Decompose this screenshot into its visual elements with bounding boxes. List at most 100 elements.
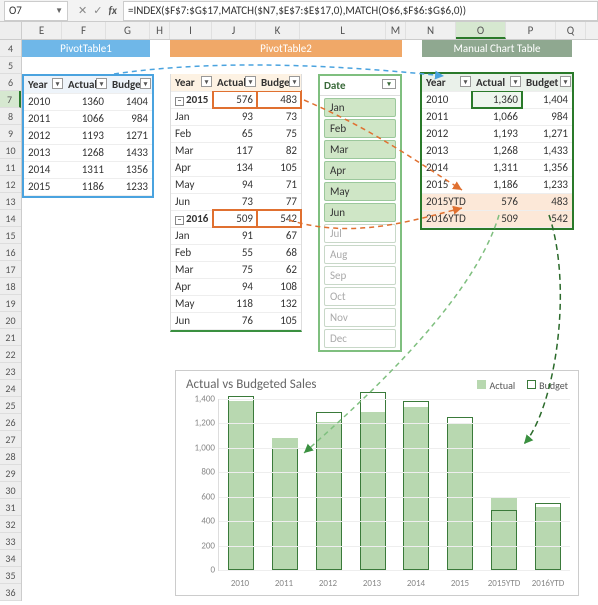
- column-budget[interactable]: Budget▾: [257, 74, 301, 91]
- column-header-P[interactable]: P: [506, 22, 556, 39]
- collapse-icon[interactable]: −: [175, 216, 184, 225]
- name-box[interactable]: O7 ▼: [4, 1, 68, 21]
- date-slicer[interactable]: Date ▾ JanFebMarAprMayJunJulAugSepOctNov…: [318, 74, 402, 352]
- table-row[interactable]: Feb6575: [171, 125, 301, 142]
- slicer-item-feb[interactable]: Feb: [324, 119, 396, 138]
- column-actual[interactable]: Actual▾: [64, 76, 108, 93]
- table-row[interactable]: 20141,3111,356: [422, 159, 572, 176]
- column-actual[interactable]: Actual▾: [472, 74, 522, 91]
- table-row[interactable]: 201211931271: [24, 127, 152, 144]
- row-header-13[interactable]: 13: [0, 193, 21, 210]
- row-header-9[interactable]: 9: [0, 125, 21, 142]
- table-row[interactable]: 20151,1861,233: [422, 176, 572, 193]
- row-header-14[interactable]: 14: [0, 210, 21, 227]
- table-row[interactable]: Jan9373: [171, 108, 301, 125]
- column-year[interactable]: Year▾: [171, 74, 213, 91]
- fx-icon[interactable]: fx: [108, 4, 117, 17]
- table-row[interactable]: 20101,3601,404: [422, 91, 572, 108]
- filter-icon[interactable]: ▾: [289, 76, 300, 87]
- filter-icon[interactable]: ▾: [140, 78, 151, 89]
- table-row[interactable]: 201511861233: [24, 178, 152, 195]
- row-header-36[interactable]: 36: [0, 584, 21, 601]
- column-header-L[interactable]: L: [300, 22, 386, 39]
- filter-icon[interactable]: ▾: [510, 76, 521, 87]
- row-header-34[interactable]: 34: [0, 550, 21, 567]
- row-header-26[interactable]: 26: [0, 414, 21, 431]
- table-row[interactable]: 20121,1931,271: [422, 125, 572, 142]
- pivottable-2[interactable]: Year▾Actual▾Budget▾−2015576483Jan9373Feb…: [170, 74, 302, 332]
- table-row[interactable]: Apr134105: [171, 159, 301, 176]
- table-row[interactable]: 201413111356: [24, 161, 152, 178]
- table-row[interactable]: Mar7562: [171, 261, 301, 278]
- slicer-item-oct[interactable]: Oct: [324, 287, 396, 306]
- filter-icon[interactable]: ▾: [201, 76, 212, 87]
- column-year[interactable]: Year▾: [24, 76, 64, 93]
- table-row[interactable]: 20111066984: [24, 110, 152, 127]
- pivottable-1[interactable]: Year▾Actual▾Budget▾201013601404201110669…: [22, 74, 154, 198]
- row-header-25[interactable]: 25: [0, 397, 21, 414]
- row-header-6[interactable]: 6: [0, 74, 21, 91]
- filter-icon[interactable]: ▾: [560, 76, 571, 87]
- table-row[interactable]: Feb5568: [171, 244, 301, 261]
- slicer-item-apr[interactable]: Apr: [324, 161, 396, 180]
- row-header-21[interactable]: 21: [0, 329, 21, 346]
- slicer-item-sep[interactable]: Sep: [324, 266, 396, 285]
- slicer-item-may[interactable]: May: [324, 182, 396, 201]
- accept-icon[interactable]: ✓: [93, 4, 102, 17]
- table-row[interactable]: 2016YTD509542: [422, 210, 572, 227]
- row-header-4[interactable]: 4: [0, 40, 21, 57]
- row-header-31[interactable]: 31: [0, 499, 21, 516]
- row-header-7[interactable]: 7: [0, 91, 21, 108]
- table-row[interactable]: 201312681433: [24, 144, 152, 161]
- slicer-item-jun[interactable]: Jun: [324, 203, 396, 222]
- cancel-icon[interactable]: ✕: [78, 4, 87, 17]
- column-header-F[interactable]: F: [62, 22, 106, 39]
- table-row[interactable]: May9471: [171, 176, 301, 193]
- row-header-17[interactable]: 17: [0, 261, 21, 278]
- row-header-8[interactable]: 8: [0, 108, 21, 125]
- filter-icon[interactable]: ▾: [52, 78, 63, 89]
- table-row[interactable]: −2016509542: [171, 210, 301, 227]
- slicer-item-nov[interactable]: Nov: [324, 308, 396, 327]
- row-header-5[interactable]: 5: [0, 57, 21, 74]
- row-header-18[interactable]: 18: [0, 278, 21, 295]
- name-box-dropdown-icon[interactable]: ▼: [55, 6, 63, 16]
- table-row[interactable]: Jun7377: [171, 193, 301, 210]
- filter-icon[interactable]: ▾: [245, 76, 256, 87]
- select-all-corner[interactable]: [0, 22, 22, 39]
- table-row[interactable]: Mar11782: [171, 142, 301, 159]
- row-header-23[interactable]: 23: [0, 363, 21, 380]
- column-header-N[interactable]: N: [406, 22, 456, 39]
- row-header-35[interactable]: 35: [0, 567, 21, 584]
- column-header-J[interactable]: J: [212, 22, 256, 39]
- table-row[interactable]: 201013601404: [24, 93, 152, 110]
- slicer-item-mar[interactable]: Mar: [324, 140, 396, 159]
- slicer-filter-icon[interactable]: ▾: [382, 79, 396, 89]
- row-header-29[interactable]: 29: [0, 465, 21, 482]
- row-header-12[interactable]: 12: [0, 176, 21, 193]
- row-header-27[interactable]: 27: [0, 431, 21, 448]
- formula-input[interactable]: =INDEX($F$7:$G$17,MATCH($N7,$E$7:$E$17,0…: [123, 1, 598, 21]
- table-row[interactable]: 20131,2681,433: [422, 142, 572, 159]
- column-header-G[interactable]: G: [106, 22, 150, 39]
- row-header-33[interactable]: 33: [0, 533, 21, 550]
- column-budget[interactable]: Budget▾: [522, 74, 572, 91]
- column-header-H[interactable]: H: [150, 22, 170, 39]
- row-header-20[interactable]: 20: [0, 312, 21, 329]
- table-row[interactable]: 2015YTD576483: [422, 193, 572, 210]
- column-header-E[interactable]: E: [22, 22, 62, 39]
- row-header-32[interactable]: 32: [0, 516, 21, 533]
- filter-icon[interactable]: ▾: [96, 78, 107, 89]
- slicer-item-jul[interactable]: Jul: [324, 224, 396, 243]
- filter-icon[interactable]: ▾: [460, 76, 471, 87]
- row-header-11[interactable]: 11: [0, 159, 21, 176]
- column-header-I[interactable]: I: [170, 22, 212, 39]
- row-header-15[interactable]: 15: [0, 227, 21, 244]
- slicer-item-aug[interactable]: Aug: [324, 245, 396, 264]
- row-header-10[interactable]: 10: [0, 142, 21, 159]
- column-header-K[interactable]: K: [256, 22, 300, 39]
- table-row[interactable]: Apr94108: [171, 278, 301, 295]
- row-header-19[interactable]: 19: [0, 295, 21, 312]
- table-row[interactable]: 20111,066984: [422, 108, 572, 125]
- embedded-chart[interactable]: Actual vs Budgeted Sales Actual Budget: [175, 370, 579, 596]
